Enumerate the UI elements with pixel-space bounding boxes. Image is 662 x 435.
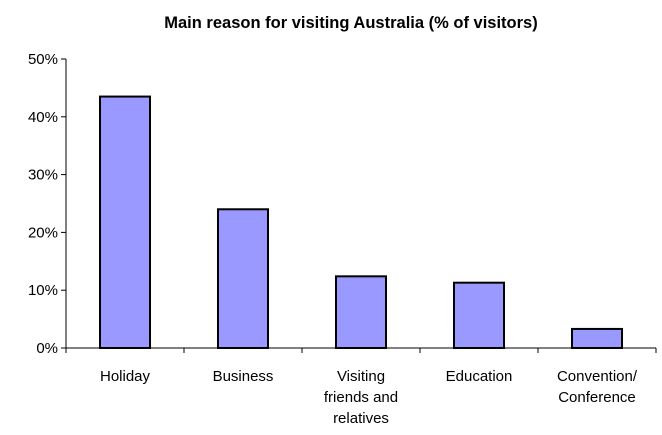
y-tick-label-1: 10% [28, 282, 58, 299]
x-tick-label-4: Convention/Conference [557, 368, 638, 406]
chart-title: Main reason for visiting Australia (% of… [164, 14, 537, 32]
x-tick-label-0: Holiday [100, 368, 151, 385]
y-tick-label-5: 50% [28, 51, 58, 68]
x-tick-label-3: Education [446, 368, 513, 385]
x-tick-label-line: friends and [324, 389, 398, 406]
bar-0 [99, 95, 151, 349]
x-tick-label-1: Business [213, 368, 274, 385]
y-tick-label-3: 30% [28, 167, 58, 184]
bar-2 [335, 275, 387, 349]
labels-layer: 0% 10% 20% 30% 40% 50% Holiday Business Visiting… [28, 51, 638, 427]
bars-layer [99, 95, 623, 349]
x-tick-label-2: Visiting friends and relatives [324, 368, 398, 427]
y-tick-label-4: 40% [28, 109, 58, 126]
x-tick-label-line: Convention/ [557, 368, 638, 385]
x-tick-label-line: Conference [558, 389, 636, 406]
bar-1 [217, 208, 269, 349]
x-tick-label-line: Business [213, 368, 274, 385]
x-tick-label-line: relatives [333, 410, 389, 427]
x-tick-label-line: Visiting [337, 368, 385, 385]
y-tick-label-0: 0% [36, 340, 58, 357]
x-tick-label-line: Education [446, 368, 513, 385]
bar-3 [453, 281, 505, 349]
y-tick-label-2: 20% [28, 224, 58, 241]
x-tick-label-line: Holiday [100, 368, 151, 385]
bar-4 [571, 327, 623, 349]
axes-layer [61, 58, 657, 353]
